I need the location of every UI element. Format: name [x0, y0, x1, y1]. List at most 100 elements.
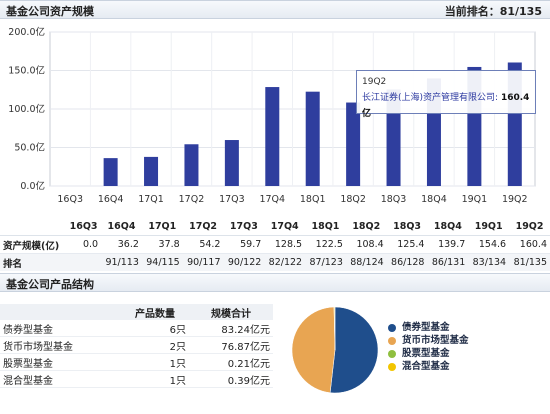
x-tick-label: 18Q4	[421, 194, 447, 205]
product-amount: 0.21亿元	[189, 353, 273, 371]
column-header: 18Q4	[427, 218, 469, 236]
pie-slice[interactable]	[329, 306, 379, 394]
product-count: 1只	[121, 353, 189, 371]
asset-value: 59.7	[223, 235, 265, 254]
table-row: 混合型基金 1只 0.39亿元	[0, 370, 273, 388]
chart-tooltip: 19Q2 长江证券(上海)资产管理有限公司: 160.4亿	[356, 70, 536, 119]
product-amount: 83.24亿元	[189, 320, 273, 337]
bar[interactable]	[346, 102, 361, 186]
x-tick-label: 17Q2	[179, 194, 205, 205]
bar[interactable]	[144, 156, 159, 186]
asset-data-table: 16Q3 16Q4 17Q1 17Q2 17Q3 17Q4 18Q1 18Q2 18Q3 18Q4…	[0, 218, 550, 271]
section-title: 基金公司产品结构	[6, 278, 94, 291]
asset-value: 108.4	[345, 235, 387, 254]
header-blank	[0, 218, 66, 236]
rank-value: 83/134	[468, 253, 510, 271]
product-name: 货币市场型基金	[0, 336, 121, 354]
asset-row-label: 资产规模(亿)	[0, 235, 66, 254]
legend-dot-icon	[388, 336, 396, 345]
x-tick-label: 18Q1	[300, 194, 326, 205]
x-tick-label: 18Q2	[340, 194, 366, 205]
column-header: 18Q2	[345, 218, 387, 236]
asset-value: 36.2	[101, 235, 142, 254]
product-amount-header: 规模合计	[189, 304, 273, 320]
x-tick-label: 16Q4	[98, 194, 124, 205]
table-row: 股票型基金 1只 0.21亿元	[0, 353, 273, 371]
legend-item: 股票型基金	[388, 347, 469, 360]
table-header-row: 16Q3 16Q4 17Q1 17Q2 17Q3 17Q4 18Q1 18Q2 18Q3 18Q4…	[0, 218, 550, 236]
column-header: 17Q3	[223, 218, 265, 236]
tooltip-series: 长江证券(上海)资产管理有限公司:	[362, 93, 499, 103]
legend-label: 货币市场型基金	[402, 335, 469, 346]
product-name-header	[0, 304, 121, 320]
asset-value: 54.2	[182, 235, 224, 254]
legend-dot-icon	[388, 349, 396, 358]
y-tick-label: 100.0亿	[8, 103, 45, 115]
rank-value: 86/128	[386, 253, 428, 271]
rank-value	[66, 253, 102, 271]
product-count: 6只	[121, 320, 189, 337]
asset-scale-header: 基金公司资产规模 当前排名：81/135	[0, 0, 550, 19]
column-header: 16Q3	[66, 218, 102, 236]
pie-legend: 债券型基金 货币市场型基金 股票型基金 混合型基金	[388, 321, 469, 373]
y-tick-label: 50.0亿	[14, 142, 45, 154]
rank-value: 94/115	[141, 253, 183, 271]
bar[interactable]	[305, 91, 320, 186]
bar[interactable]	[265, 87, 280, 186]
rank-value: 88/124	[345, 253, 387, 271]
product-count: 1只	[121, 370, 189, 388]
asset-value: 0.0	[66, 235, 102, 254]
rank-value: 86/131	[427, 253, 469, 271]
x-tick-label: 17Q3	[219, 194, 245, 205]
column-header: 19Q1	[468, 218, 510, 236]
legend-item: 混合型基金	[388, 360, 469, 373]
rank-value: 87/123	[305, 253, 346, 271]
rank-row: 排名 91/113 94/115 90/117 90/122 82/122 87/123 8…	[0, 253, 550, 271]
tooltip-value: 160.4亿	[362, 93, 530, 119]
column-header: 19Q2	[509, 218, 550, 236]
product-name: 混合型基金	[0, 370, 121, 388]
asset-value: 154.6	[468, 235, 510, 254]
rank-value: 90/122	[223, 253, 265, 271]
legend-dot-icon	[388, 362, 396, 371]
product-table-header: 产品数量 规模合计	[0, 304, 273, 320]
rank-value: 81/135	[509, 253, 550, 271]
y-tick-label: 0.0亿	[20, 180, 45, 192]
product-amount: 0.39亿元	[189, 370, 273, 388]
pie-slice[interactable]	[334, 306, 336, 351]
x-tick-label: 19Q1	[462, 194, 488, 205]
table-row: 货币市场型基金 2只 76.87亿元	[0, 336, 273, 354]
bar[interactable]	[103, 158, 118, 186]
x-tick-label: 19Q2	[502, 194, 528, 205]
x-tick-label: 16Q3	[57, 194, 83, 205]
rank-value: 91/113	[101, 253, 142, 271]
legend-label: 混合型基金	[402, 361, 450, 372]
asset-row: 资产规模(亿) 0.0 36.2 37.8 54.2 59.7 128.5 122.5 108…	[0, 235, 550, 254]
section-title: 基金公司资产规模	[6, 5, 94, 18]
legend-dot-icon	[388, 323, 396, 332]
asset-value: 37.8	[141, 235, 183, 254]
asset-value: 128.5	[264, 235, 306, 254]
tooltip-period: 19Q2	[362, 77, 387, 87]
bar[interactable]	[184, 144, 199, 186]
rank-value: 90/117	[182, 253, 224, 271]
asset-value: 160.4	[509, 235, 550, 254]
product-name: 债券型基金	[0, 320, 121, 337]
legend-label: 股票型基金	[402, 348, 450, 359]
product-structure-header: 基金公司产品结构	[0, 273, 550, 292]
product-count: 2只	[121, 336, 189, 354]
rank-row-label: 排名	[0, 253, 66, 271]
column-header: 17Q4	[264, 218, 306, 236]
asset-value: 139.7	[427, 235, 469, 254]
column-header: 18Q3	[386, 218, 428, 236]
product-table: 产品数量 规模合计 债券型基金 6只 83.24亿元 货币市场型基金 2只 76…	[0, 304, 273, 388]
product-count-header: 产品数量	[121, 304, 189, 320]
product-pie-chart	[291, 306, 379, 394]
legend-label: 债券型基金	[402, 322, 450, 333]
pie-slice[interactable]	[291, 306, 336, 394]
asset-value: 125.4	[386, 235, 428, 254]
x-tick-label: 17Q4	[259, 194, 285, 205]
product-name: 股票型基金	[0, 353, 121, 371]
bar[interactable]	[224, 140, 239, 186]
product-amount: 76.87亿元	[189, 336, 273, 354]
